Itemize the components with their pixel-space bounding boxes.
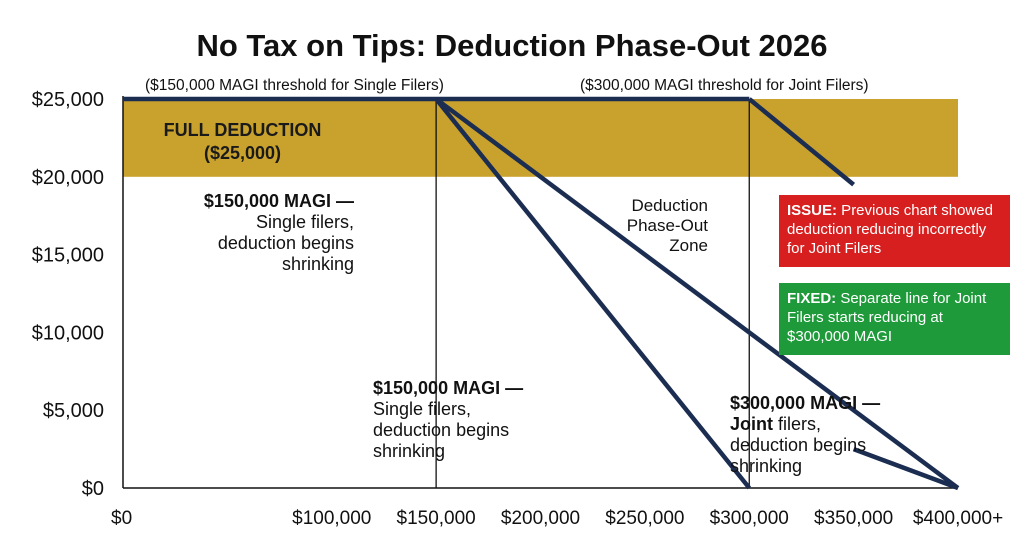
x-tick-label: $150,000 [397,508,476,529]
y-tick-label: $0 [82,478,104,500]
x-tick-label: $200,000 [501,508,580,529]
fixed-label: FIXED: [787,290,837,307]
full-deduction-line2: ($25,000) [203,143,282,163]
y-tick-label: $10,000 [32,322,104,344]
issue-callout: ISSUE: Previous chart showed deduction r… [779,195,1010,267]
fixed-text: Separate line for Joint Filers starts re… [787,290,987,345]
phase-out-line-3 [747,97,856,187]
joint-bottom-line3: deduction begins [730,435,867,455]
joint-bottom-line2: filers, [773,414,822,434]
single-bottom-line3: deduction begins [373,420,510,440]
phase-out-line-4 [852,446,959,491]
issue-label: ISSUE: [787,202,838,219]
single-top-line2: Single filers, [255,212,354,232]
single-bottom-bold: $150,000 MAGI — [373,378,524,398]
x-tick-label: $100,000 [292,508,371,529]
y-tick-label: $5,000 [43,400,104,422]
phase-out-line-2 [434,97,960,490]
y-tick-label: $25,000 [32,89,104,111]
single-threshold-note: ($150,000 MAGI threshold for Single File… [145,77,444,94]
zone-line3: Zone [669,236,708,255]
x-tick-label: $0 [111,508,132,529]
joint-bottom-line4: shrinking [730,456,803,476]
zone-line2: Phase-Out [626,216,708,235]
x-tick-label: $300,000 [710,508,789,529]
y-tick-label: $15,000 [32,245,104,267]
issue-text: Previous chart showed deduction reducing… [787,202,993,257]
chart-title: No Tax on Tips: Deduction Phase-Out 2026 [196,28,828,63]
joint-bottom-annotation: $300,000 MAGI — Joint filers, deduction … [730,393,880,477]
full-deduction-band [123,99,958,177]
x-tick-label: $250,000 [605,508,684,529]
y-tick-label: $20,000 [32,167,104,189]
fixed-callout: FIXED: Separate line for Joint Filers st… [779,283,1010,355]
phase-out-zone-label: Deduction Phase-Out Zone [590,196,708,256]
single-bottom-annotation: $150,000 MAGI — Single filers, deduction… [373,378,523,462]
joint-bottom-bold2: Joint [730,414,773,434]
full-deduction-label: FULL DEDUCTION ($25,000) [125,119,360,165]
single-top-bold: $150,000 MAGI — [203,191,354,211]
phase-out-line-1 [434,97,752,490]
single-top-line3: deduction begins [217,233,354,253]
joint-bottom-bold: $300,000 MAGI — [730,393,881,413]
single-bottom-line2: Single filers, [373,399,472,419]
zone-line1: Deduction [631,196,708,215]
single-top-line4: shrinking [281,254,354,274]
single-bottom-line4: shrinking [373,441,446,461]
full-deduction-line1: FULL DEDUCTION [163,120,322,140]
x-tick-label: $400,000+ [913,508,1003,529]
joint-threshold-note: ($300,000 MAGI threshold for Joint Filer… [580,77,869,94]
x-tick-label: $350,000 [814,508,893,529]
single-top-annotation: $150,000 MAGI — Single filers, deduction… [150,191,354,275]
